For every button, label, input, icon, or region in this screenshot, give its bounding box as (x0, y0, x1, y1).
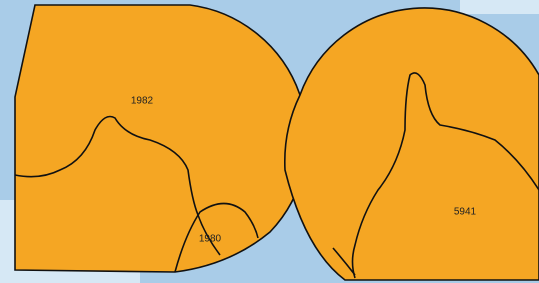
left-land (15, 5, 307, 272)
background-patch (460, 0, 539, 14)
region-label: 5941 (454, 207, 477, 218)
region-label: 1982 (131, 96, 154, 107)
map: 1982 1980 5941 (0, 0, 539, 283)
region-label: 1980 (199, 234, 222, 245)
